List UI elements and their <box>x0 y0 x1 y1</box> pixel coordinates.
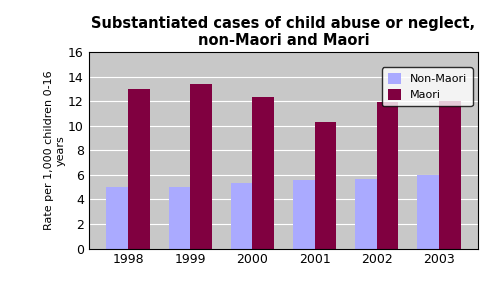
Bar <box>293 180 315 249</box>
Bar <box>417 175 439 249</box>
Bar <box>128 89 150 249</box>
Bar <box>190 84 212 249</box>
Title: Substantiated cases of child abuse or neglect,
non-Maori and Maori: Substantiated cases of child abuse or ne… <box>91 16 476 48</box>
Bar <box>252 97 274 249</box>
Bar <box>231 184 252 249</box>
Y-axis label: Rate per 1,000 children 0-16
years: Rate per 1,000 children 0-16 years <box>43 71 65 230</box>
Legend: Non-Maori, Maori: Non-Maori, Maori <box>382 67 473 106</box>
Bar <box>439 101 460 249</box>
Bar <box>355 179 377 249</box>
Bar <box>315 122 336 249</box>
Bar <box>169 187 190 249</box>
Bar <box>377 102 398 249</box>
Bar <box>106 187 128 249</box>
